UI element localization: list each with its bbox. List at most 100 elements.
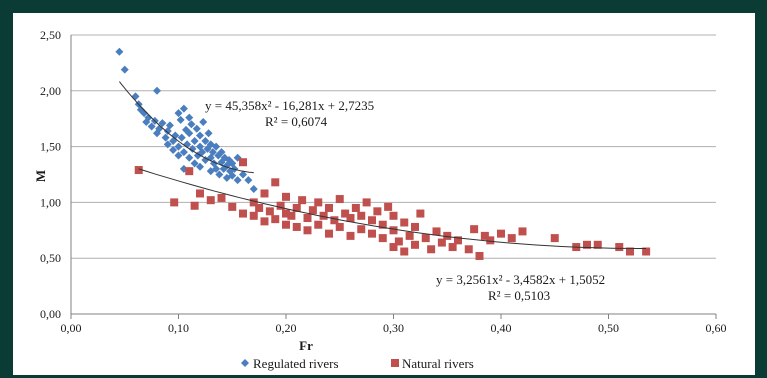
point-regulated (169, 137, 178, 146)
point-regulated (179, 148, 188, 157)
point-natural (260, 189, 269, 198)
point-regulated (174, 142, 183, 151)
point-regulated (144, 113, 153, 122)
point-natural (389, 243, 398, 252)
point-natural (518, 227, 527, 236)
point-natural (448, 243, 457, 252)
point-natural (282, 192, 290, 201)
x-tick-label: 0,10 (168, 321, 189, 335)
point-natural (170, 198, 179, 207)
point-natural (394, 237, 403, 246)
point-natural (196, 189, 204, 198)
tick-labels: 0,00 0,50 1,00 1,50 2,00 2,50 0,00 0,10 0,20 0,30… (40, 28, 727, 335)
point-natural (443, 231, 452, 240)
legend-label-natural: Natural rivers (402, 356, 474, 371)
point-natural (303, 226, 312, 235)
point-natural (593, 240, 602, 249)
point-natural (249, 198, 258, 207)
point-natural (583, 240, 591, 249)
point-natural (400, 218, 409, 227)
point-natural (389, 211, 398, 220)
point-natural (260, 217, 269, 226)
x-tick-label: 0,30 (383, 321, 404, 335)
point-natural (325, 229, 333, 238)
point-regulated (161, 133, 170, 142)
point-natural (464, 245, 473, 254)
trendline-r2-regulated: R² = 0,6074 (265, 114, 328, 129)
point-natural (335, 195, 344, 204)
point-regulated (249, 185, 258, 194)
point-regulated (196, 131, 204, 140)
scatter-chart: 0,00 0,50 1,00 1,50 2,00 2,50 0,00 0,10 0,20 0,30… (33, 28, 727, 371)
point-regulated (215, 170, 224, 179)
point-natural (475, 251, 484, 260)
data-points (115, 47, 651, 260)
point-natural (185, 167, 194, 176)
point-natural (389, 226, 398, 235)
trendline-r2-natural: R² = 0,5103 (488, 288, 550, 303)
y-tick-label: 0,00 (40, 307, 61, 321)
point-regulated (176, 115, 185, 124)
point-regulated (188, 144, 197, 153)
y-tick-label: 2,50 (40, 28, 61, 42)
point-natural (276, 201, 285, 210)
point-regulated (131, 92, 140, 101)
point-natural (351, 203, 360, 212)
point-natural (134, 166, 143, 175)
point-regulated (192, 124, 201, 133)
point-natural (265, 207, 274, 216)
x-tick-label: 0,60 (706, 321, 727, 335)
point-natural (437, 238, 446, 247)
point-natural (271, 215, 280, 224)
trendline-natural (138, 168, 647, 249)
point-natural (341, 209, 350, 218)
point-natural (405, 231, 414, 240)
point-natural (239, 158, 247, 167)
point-natural (325, 203, 333, 212)
point-natural (292, 222, 301, 231)
point-regulated (165, 121, 174, 130)
point-natural (255, 203, 264, 212)
point-regulated (198, 148, 207, 157)
point-natural (411, 240, 419, 249)
point-natural (271, 178, 280, 187)
point-natural (378, 234, 387, 243)
point-regulated (185, 129, 194, 138)
point-regulated (174, 109, 183, 118)
point-regulated (187, 120, 196, 129)
legend: Regulated rivers Natural rivers (241, 356, 474, 371)
point-natural (368, 216, 376, 225)
point-regulated (185, 113, 194, 122)
point-natural (217, 193, 226, 202)
y-tick-label: 1,00 (40, 195, 61, 209)
trendline-equation-natural: y = 3,2561x² - 3,4582x + 1,5052 (436, 272, 605, 287)
point-regulated (244, 176, 253, 185)
point-regulated (212, 164, 221, 173)
point-natural (427, 245, 436, 254)
point-natural (190, 201, 199, 210)
point-regulated (239, 170, 247, 179)
point-regulated (140, 109, 149, 118)
point-natural (550, 234, 559, 243)
point-regulated (217, 148, 226, 157)
point-natural (239, 209, 247, 218)
legend-marker-regulated (241, 359, 249, 367)
point-regulated (233, 176, 242, 185)
axes (70, 35, 717, 319)
point-regulated (177, 133, 186, 142)
y-tick-label: 2,00 (40, 84, 61, 98)
point-natural (292, 203, 301, 212)
point-regulated (196, 162, 204, 171)
x-tick-label: 0,00 (61, 321, 82, 335)
point-natural (346, 214, 355, 223)
point-natural (416, 209, 425, 218)
x-tick-label: 0,50 (598, 321, 619, 335)
point-natural (319, 211, 328, 220)
point-natural (282, 209, 290, 218)
y-tick-label: 0,50 (40, 251, 61, 265)
point-regulated (169, 145, 178, 154)
point-regulated (147, 122, 156, 131)
x-tick-label: 0,40 (491, 321, 512, 335)
y-tick-label: 1,50 (40, 140, 61, 154)
point-regulated (199, 118, 208, 127)
